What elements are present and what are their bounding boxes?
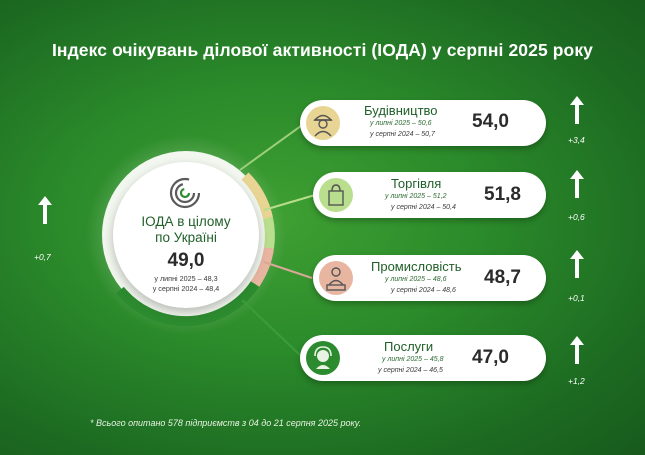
connector-industry bbox=[263, 261, 313, 279]
sector-prev-month: у липні 2025 – 50,6 bbox=[370, 120, 432, 127]
sector-value: 51,8 bbox=[484, 184, 521, 205]
page-title: Індекс очікувань ділової активності (ІОД… bbox=[51, 40, 594, 60]
sector-prev-year: у серпні 2024 – 46,5 bbox=[378, 367, 443, 374]
shopping-bag-icon bbox=[319, 178, 353, 212]
ring-arc-trade bbox=[263, 216, 275, 249]
sector-icon-frame bbox=[302, 102, 344, 144]
arrow-up-icon bbox=[38, 196, 52, 224]
overall-index-card: ІОДА в цілому по Україні 49,0 у липні 20… bbox=[113, 162, 259, 308]
spiral-logo-icon bbox=[169, 177, 201, 209]
arrow-up-icon bbox=[570, 170, 584, 198]
sector-icon-frame bbox=[315, 257, 357, 299]
overall-index-history: у липні 2025 – 48,3 у серпні 2024 – 48,4 bbox=[113, 274, 259, 293]
sector-prev-month: у липні 2025 – 45,8 bbox=[382, 356, 444, 363]
sector-prev-year: у серпні 2024 – 50,7 bbox=[370, 131, 435, 138]
sector-name: Послуги bbox=[384, 339, 434, 354]
ring-arc-industry bbox=[250, 247, 274, 287]
industrial-worker-icon bbox=[319, 261, 353, 295]
sector-icon-frame bbox=[302, 337, 344, 379]
industry-delta: +0,1 bbox=[568, 293, 585, 303]
survey-footnote: * Всього опитано 578 підприємств з 04 до… bbox=[90, 418, 362, 428]
arrow-up-icon bbox=[570, 96, 584, 124]
sector-prev-year: у серпні 2024 – 50,4 bbox=[391, 204, 456, 211]
sector-name: Торгівля bbox=[391, 176, 442, 191]
overall-prev-year: у серпні 2024 – 48,4 bbox=[152, 283, 220, 293]
sector-value: 54,0 bbox=[472, 111, 509, 132]
sector-card-services: Послуги у липні 2025 – 45,8 у серпні 202… bbox=[300, 335, 546, 381]
sector-icon-frame bbox=[315, 174, 357, 216]
sector-prev-year: у серпні 2024 – 48,6 bbox=[391, 287, 456, 294]
ring-arc-construction bbox=[241, 172, 273, 220]
overall-delta: +0,7 bbox=[34, 252, 51, 262]
overall-index-value: 49,0 bbox=[167, 250, 205, 271]
connector-construction bbox=[239, 122, 306, 171]
overall-prev-month: у липні 2025 – 48,3 bbox=[154, 274, 218, 283]
sector-prev-month: у липні 2025 – 48,6 bbox=[385, 276, 447, 283]
overall-label-line1: ІОДА в цілому bbox=[141, 214, 231, 229]
services-delta: +1,2 bbox=[568, 376, 585, 386]
sector-name: Будівництво bbox=[364, 103, 438, 118]
headset-operator-icon bbox=[306, 341, 340, 375]
sector-card-trade: Торгівля у липні 2025 – 51,2 у серпні 20… bbox=[313, 172, 546, 218]
sector-value: 47,0 bbox=[472, 347, 509, 368]
ring-arc-services bbox=[116, 281, 260, 327]
overall-label-line2: по Україні bbox=[155, 230, 217, 245]
sector-card-construction: Будівництво у липні 2025 – 50,6 у серпні… bbox=[300, 100, 546, 146]
sector-value: 48,7 bbox=[484, 267, 521, 288]
sector-card-industry: Промисловість у липні 2025 – 48,6 у серп… bbox=[313, 255, 546, 301]
overall-index-label: ІОДА в цілому по Україні bbox=[113, 214, 259, 246]
sector-prev-month: у липні 2025 – 51,2 bbox=[385, 193, 447, 200]
arrow-up-icon bbox=[570, 336, 584, 364]
sector-name: Промисловість bbox=[371, 259, 462, 274]
arrow-up-icon bbox=[570, 250, 584, 278]
construction-delta: +3,4 bbox=[568, 135, 585, 145]
connector-trade bbox=[263, 194, 316, 211]
trade-delta: +0,6 bbox=[568, 212, 585, 222]
connector-services bbox=[241, 299, 301, 356]
construction-worker-icon bbox=[306, 106, 340, 140]
